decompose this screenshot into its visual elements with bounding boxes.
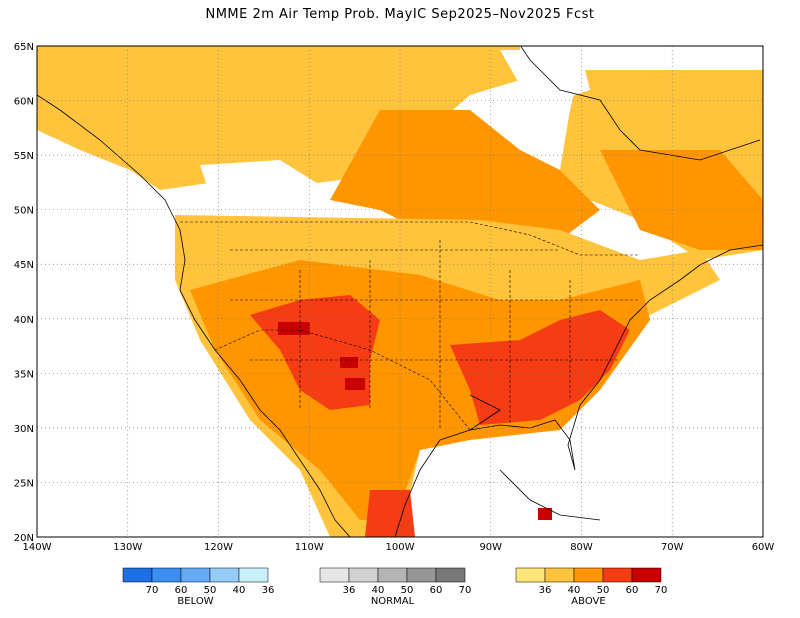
map-frame <box>36 45 764 538</box>
legend-value-below: 60 <box>175 585 188 596</box>
legend-value-normal: 40 <box>372 585 385 596</box>
lon-tick-label: 90W <box>479 542 502 553</box>
legend-value-above: 36 <box>539 585 552 596</box>
legend-value-normal: 60 <box>430 585 443 596</box>
state-borders <box>180 221 640 431</box>
lat-tick-label: 50N <box>14 206 34 217</box>
lon-tick-label: 60W <box>752 542 775 553</box>
lon-tick-label: 120W <box>204 542 233 553</box>
legend-value-below: 50 <box>204 585 217 596</box>
legend-value-above: 60 <box>626 585 639 596</box>
lat-tick-label: 20N <box>14 533 34 544</box>
legend-swatch-above <box>631 567 662 583</box>
legend-swatch-normal <box>348 567 379 583</box>
lat-tick-label: 55N <box>14 151 34 162</box>
shade-dark-red-3 <box>345 378 365 390</box>
lat-lon-grid <box>37 46 763 537</box>
lat-tick-label: 30N <box>14 424 34 435</box>
legend-swatch-normal <box>319 567 350 583</box>
legend-value-normal: 36 <box>343 585 356 596</box>
probability-shading <box>37 46 763 537</box>
legend-swatch-normal <box>406 567 437 583</box>
legend-label-below: BELOW <box>177 596 213 607</box>
lat-tick-label: 65N <box>14 42 34 53</box>
legend-swatch-above <box>515 567 546 583</box>
legend-swatch-normal <box>377 567 408 583</box>
lon-tick-label: 80W <box>570 542 593 553</box>
shade-white-gap <box>200 160 320 200</box>
legend-label-normal: NORMAL <box>371 596 415 607</box>
lat-tick-label: 40N <box>14 315 34 326</box>
legend-swatch-below <box>238 567 269 583</box>
legend-value-below: 70 <box>146 585 159 596</box>
legend-swatch-below <box>180 567 211 583</box>
legend-value-below: 36 <box>262 585 275 596</box>
lat-tick-label: 60N <box>14 97 34 108</box>
legend-swatch-above <box>544 567 575 583</box>
legend-swatch-normal <box>435 567 466 583</box>
legend-value-normal: 70 <box>459 585 472 596</box>
legend-value-below: 40 <box>233 585 246 596</box>
lon-tick-label: 70W <box>661 542 684 553</box>
legend-swatch-below <box>151 567 182 583</box>
shade-caribbean <box>538 508 552 520</box>
lon-tick-label: 140W <box>23 542 52 553</box>
legend-value-above: 40 <box>568 585 581 596</box>
lat-tick-label: 45N <box>14 260 34 271</box>
legend-swatch-above <box>573 567 604 583</box>
coastlines <box>37 46 763 537</box>
shade-east-canada-orange <box>600 150 763 250</box>
legend-swatch-below <box>209 567 240 583</box>
lat-tick-label: 35N <box>14 369 34 380</box>
shade-southeast-red <box>450 310 630 425</box>
legend-value-above: 70 <box>655 585 668 596</box>
legend-swatch-above <box>602 567 633 583</box>
lon-tick-label: 110W <box>295 542 324 553</box>
legend-value-normal: 50 <box>401 585 414 596</box>
map-title: NMME 2m Air Temp Prob. MayIC Sep2025–Nov… <box>205 7 595 22</box>
lon-tick-label: 100W <box>386 542 415 553</box>
lat-tick-labels: 65N 60N 55N 50N 45N 40N 35N 30N 25N 20N <box>14 42 34 544</box>
legend-label-above: ABOVE <box>571 596 605 607</box>
lon-tick-labels: 140W 130W 120W 110W 100W 90W 80W 70W 60W <box>23 542 775 553</box>
shade-mexico-red <box>365 490 415 537</box>
shade-canada-mid <box>330 110 600 245</box>
legend-swatch-below <box>122 567 153 583</box>
lon-tick-label: 130W <box>113 542 142 553</box>
shade-dark-red-1 <box>278 322 310 335</box>
legend-value-above: 50 <box>597 585 610 596</box>
lat-tick-label: 25N <box>14 478 34 489</box>
legend: 70 60 50 40 36 BELOW 36 40 50 60 70 NORMAL 36 40 50 60 7… <box>122 567 668 607</box>
shade-dark-red-2 <box>340 357 358 368</box>
